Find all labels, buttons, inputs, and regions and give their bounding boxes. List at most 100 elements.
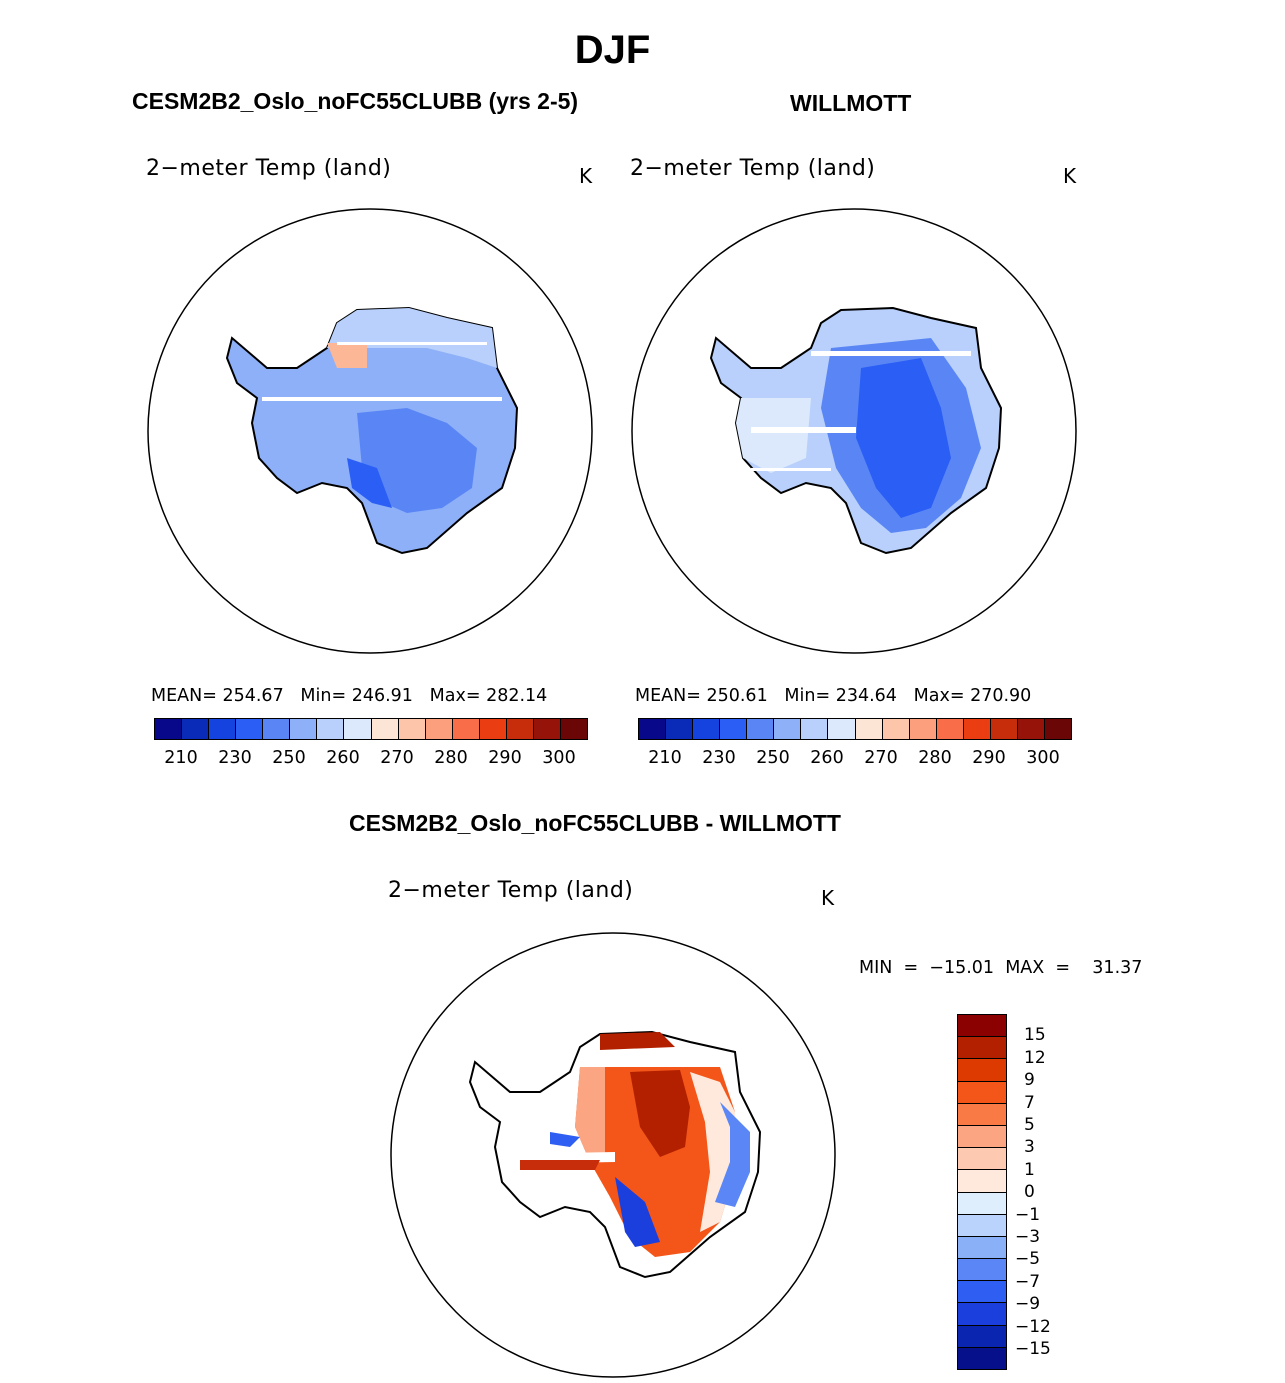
colorbar-tick-label: 280 (918, 748, 952, 768)
colorbar-segment (452, 719, 480, 739)
colorbar-tick-label: 230 (218, 748, 252, 768)
colorbar-segment (801, 719, 829, 739)
colorbar-tick-label: 290 (488, 748, 522, 768)
panel-left-title: CESM2B2_Oslo_noFC55CLUBB (yrs 2-5) (132, 88, 579, 114)
colorbar-right (638, 718, 1072, 740)
colorbar-segment (506, 719, 534, 739)
colorbar-tick-label: 12 (1024, 1047, 1046, 1068)
colorbar-segment (774, 719, 802, 739)
colorbar-segment (666, 719, 694, 739)
colorbar-segment (533, 719, 561, 739)
colorbar-segment (344, 719, 372, 739)
colorbar-segment (958, 1259, 1006, 1282)
colorbar-tick-label: 230 (702, 748, 736, 768)
map-diff (390, 932, 836, 1378)
diff-variable: 2−meter Temp (land) (388, 878, 634, 903)
map-right (631, 208, 1077, 654)
colorbar-tick-label: −7 (1015, 1271, 1041, 1292)
colorbar-tick-label: 3 (1024, 1137, 1035, 1158)
colorbar-tick-label: 280 (434, 748, 468, 768)
colorbar-tick-label: 5 (1024, 1115, 1035, 1135)
colorbar-tick-label: 210 (164, 748, 198, 768)
colorbar-segment (958, 1081, 1006, 1104)
colorbar-tick-label: 250 (272, 748, 306, 768)
colorbar-segment (958, 1015, 1006, 1038)
colorbar-segment (639, 719, 667, 739)
colorbar-segment (693, 719, 721, 739)
panel-left-units: K (579, 164, 593, 188)
colorbar-tick-label: 7 (1024, 1092, 1035, 1113)
colorbar-left (154, 718, 588, 740)
diff-units: K (821, 886, 835, 910)
colorbar-segment (720, 719, 748, 739)
colorbar-segment (1044, 719, 1071, 739)
colorbar-tick-label: 260 (810, 748, 844, 768)
colorbar-segment (958, 1236, 1006, 1260)
colorbar-segment (209, 719, 237, 739)
colorbar-tick-label: 250 (756, 748, 790, 768)
colorbar-segment (958, 1214, 1006, 1237)
colorbar-segment (958, 1325, 1006, 1348)
colorbar-segment (182, 719, 210, 739)
colorbar-tick-label: 15 (1024, 1025, 1046, 1046)
colorbar-tick-label: 270 (380, 748, 414, 768)
colorbar-segment (236, 719, 264, 739)
colorbar-segment (155, 719, 183, 739)
colorbar-segment (958, 1281, 1006, 1304)
colorbar-tick-label: −1 (1015, 1204, 1041, 1225)
colorbar-segment (290, 719, 318, 739)
colorbar-segment (958, 1303, 1006, 1326)
colorbar-segment (828, 719, 856, 739)
map-left (147, 208, 593, 654)
colorbar-segment (747, 719, 775, 739)
colorbar-segment (425, 719, 453, 739)
colorbar-tick-label: −9 (1015, 1294, 1041, 1315)
colorbar-segment (882, 719, 910, 739)
colorbar-diff (957, 1014, 1007, 1370)
colorbar-segment (855, 719, 883, 739)
colorbar-segment (371, 719, 399, 739)
colorbar-segment (990, 719, 1018, 739)
colorbar-segment (958, 1347, 1006, 1369)
colorbar-tick-label: 1 (1024, 1159, 1035, 1180)
panel-right-variable: 2−meter Temp (land) (630, 156, 876, 181)
colorbar-right-ticks: 210 230 250 260 270 280 290 300 (638, 748, 1070, 768)
panel-right-units: K (1063, 164, 1077, 188)
colorbar-tick-label: 210 (648, 748, 682, 768)
panel-right-stats: MEAN= 250.61 Min= 234.64 Max= 270.90 (635, 686, 1032, 706)
panel-right-title: WILLMOTT (790, 90, 912, 116)
colorbar-segment (963, 719, 991, 739)
colorbar-tick-label: 290 (972, 748, 1006, 768)
colorbar-tick-label: 0 (1024, 1182, 1035, 1203)
colorbar-tick-label: −12 (1015, 1316, 1051, 1337)
diff-title: CESM2B2_Oslo_noFC55CLUBB - WILLMOTT (349, 810, 841, 836)
colorbar-segment (936, 719, 964, 739)
colorbar-tick-label: 9 (1024, 1070, 1035, 1091)
colorbar-segment (263, 719, 291, 739)
panel-left-variable: 2−meter Temp (land) (146, 156, 392, 181)
colorbar-segment (958, 1125, 1006, 1149)
colorbar-tick-label: 270 (864, 748, 898, 768)
colorbar-tick-label: 300 (542, 748, 576, 768)
panel-left-stats: MEAN= 254.67 Min= 246.91 Max= 282.14 (151, 686, 548, 706)
colorbar-segment (958, 1059, 1006, 1082)
colorbar-segment (479, 719, 507, 739)
colorbar-segment (1017, 719, 1045, 739)
colorbar-segment (398, 719, 426, 739)
colorbar-left-ticks: 210 230 250 260 270 280 290 300 (154, 748, 586, 768)
colorbar-tick-label: 260 (326, 748, 360, 768)
colorbar-segment (909, 719, 937, 739)
colorbar-segment (317, 719, 345, 739)
main-title: DJF (574, 28, 651, 72)
colorbar-segment (958, 1170, 1006, 1193)
colorbar-segment (560, 719, 587, 739)
diff-minmax: MIN = −15.01 MAX = 31.37 (859, 958, 1143, 978)
colorbar-tick-label: −5 (1015, 1249, 1041, 1270)
colorbar-segment (958, 1037, 1006, 1060)
colorbar-tick-label: −15 (1015, 1339, 1051, 1359)
colorbar-tick-label: 300 (1026, 748, 1060, 768)
colorbar-segment (958, 1148, 1006, 1171)
colorbar-segment (958, 1103, 1006, 1126)
colorbar-tick-label: −3 (1015, 1227, 1041, 1247)
colorbar-segment (958, 1192, 1006, 1215)
